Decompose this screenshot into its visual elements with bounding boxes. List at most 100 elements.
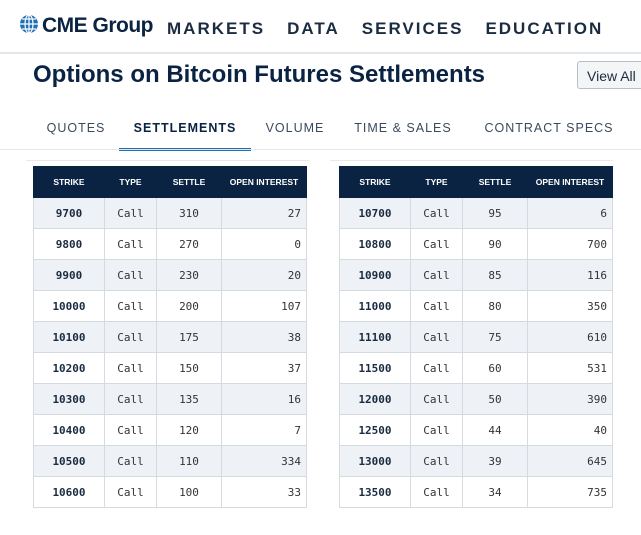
strike-cell: 11000 [339,290,411,322]
table-header-row: STRIKE TYPE SETTLE OPEN INTEREST [339,166,613,198]
table-row: 10000 Call 200 107 [33,290,307,322]
nav-markets[interactable]: MARKETS [167,19,266,38]
table-row: 10400 Call 120 7 [33,414,307,446]
header-open-interest[interactable]: OPEN INTEREST [527,166,613,198]
table-row: 10600 Call 100 33 [33,476,307,508]
strike-cell: 10600 [33,476,105,508]
header-type[interactable]: TYPE [104,166,157,198]
left-table-panel [26,160,309,513]
table-row: 12500 Call 44 40 [339,414,613,446]
table-row: 13000 Call 39 645 [339,445,613,477]
type-cell: Call [410,476,463,508]
type-cell: Call [104,259,157,291]
strike-cell: 10800 [339,228,411,260]
settle-cell: 50 [462,383,528,415]
open-interest-cell: 7 [221,414,307,446]
open-interest-cell: 334 [221,445,307,477]
type-cell: Call [104,352,157,384]
nav-education[interactable]: EDUCATION [485,19,604,38]
settle-cell: 80 [462,290,528,322]
table-row: 10100 Call 175 38 [33,321,307,353]
header-open-interest[interactable]: OPEN INTEREST [221,166,307,198]
open-interest-cell: 700 [527,228,613,260]
open-interest-cell: 390 [527,383,613,415]
header-strike[interactable]: STRIKE [339,166,411,198]
settle-cell: 75 [462,321,528,353]
open-interest-cell: 350 [527,290,613,322]
strike-cell: 12500 [339,414,411,446]
header-type[interactable]: TYPE [410,166,463,198]
nav-data[interactable]: DATA [287,19,340,38]
type-cell: Call [410,321,463,353]
settle-cell: 135 [156,383,222,415]
cme-logo[interactable]: CME Group [19,13,154,38]
type-cell: Call [104,290,157,322]
top-bar: CME Group MARKETS DATA SERVICES EDUCATIO… [0,0,641,54]
nav-services[interactable]: SERVICES [361,19,464,38]
type-cell: Call [410,414,463,446]
strike-cell: 10900 [339,259,411,291]
strike-cell: 13500 [339,476,411,508]
view-all-button[interactable]: View All [577,61,641,89]
strike-cell: 10100 [33,321,105,353]
settlements-table-right: STRIKE TYPE SETTLE OPEN INTEREST 10700 Ca… [339,166,613,508]
header-strike[interactable]: STRIKE [33,166,105,198]
tab-volume[interactable]: VOLUME [265,121,325,135]
settle-cell: 270 [156,228,222,260]
type-cell: Call [104,414,157,446]
tab-settlements[interactable]: SETTLEMENTS [119,110,251,151]
table-row: 10300 Call 135 16 [33,383,307,415]
table-row: 10500 Call 110 334 [33,445,307,477]
open-interest-cell: 107 [221,290,307,322]
settle-cell: 60 [462,352,528,384]
strike-cell: 11100 [339,321,411,353]
table-row: 10800 Call 90 700 [339,228,613,260]
settle-cell: 34 [462,476,528,508]
type-cell: Call [410,352,463,384]
tab-quotes[interactable]: QUOTES [46,121,106,135]
open-interest-cell: 116 [527,259,613,291]
open-interest-cell: 20 [221,259,307,291]
table-header-row: STRIKE TYPE SETTLE OPEN INTEREST [33,166,307,198]
table-row: 9700 Call 310 27 [33,197,307,229]
tab-time-and-sales[interactable]: TIME & SALES [354,121,452,135]
strike-cell: 9900 [33,259,105,291]
strike-cell: 10300 [33,383,105,415]
page-title: Options on Bitcoin Futures Settlements [33,61,486,88]
tab-contract-specs[interactable]: CONTRACT SPECS [484,121,614,135]
strike-cell: 12000 [339,383,411,415]
settle-cell: 100 [156,476,222,508]
settle-cell: 150 [156,352,222,384]
open-interest-cell: 6 [527,197,613,229]
table-row: 11500 Call 60 531 [339,352,613,384]
table-row: 9900 Call 230 20 [33,259,307,291]
header-settle[interactable]: SETTLE [462,166,528,198]
type-cell: Call [104,197,157,229]
strike-cell: 10500 [33,445,105,477]
right-table-panel [330,160,613,513]
strike-cell: 9800 [33,228,105,260]
strike-cell: 10000 [33,290,105,322]
table-row: 12000 Call 50 390 [339,383,613,415]
settle-cell: 85 [462,259,528,291]
settle-cell: 44 [462,414,528,446]
header-settle[interactable]: SETTLE [156,166,222,198]
strike-cell: 10400 [33,414,105,446]
strike-cell: 9700 [33,197,105,229]
main-nav: MARKETS DATA SERVICES EDUCATION [167,19,625,39]
settle-cell: 90 [462,228,528,260]
type-cell: Call [410,228,463,260]
strike-cell: 10200 [33,352,105,384]
table-row: 11100 Call 75 610 [339,321,613,353]
type-cell: Call [104,476,157,508]
open-interest-cell: 37 [221,352,307,384]
tabs-divider [0,149,641,150]
settle-cell: 120 [156,414,222,446]
type-cell: Call [104,228,157,260]
settlements-table-left: STRIKE TYPE SETTLE OPEN INTEREST 9700 Cal… [33,166,307,508]
open-interest-cell: 33 [221,476,307,508]
open-interest-cell: 38 [221,321,307,353]
settle-cell: 39 [462,445,528,477]
type-cell: Call [410,290,463,322]
open-interest-cell: 16 [221,383,307,415]
